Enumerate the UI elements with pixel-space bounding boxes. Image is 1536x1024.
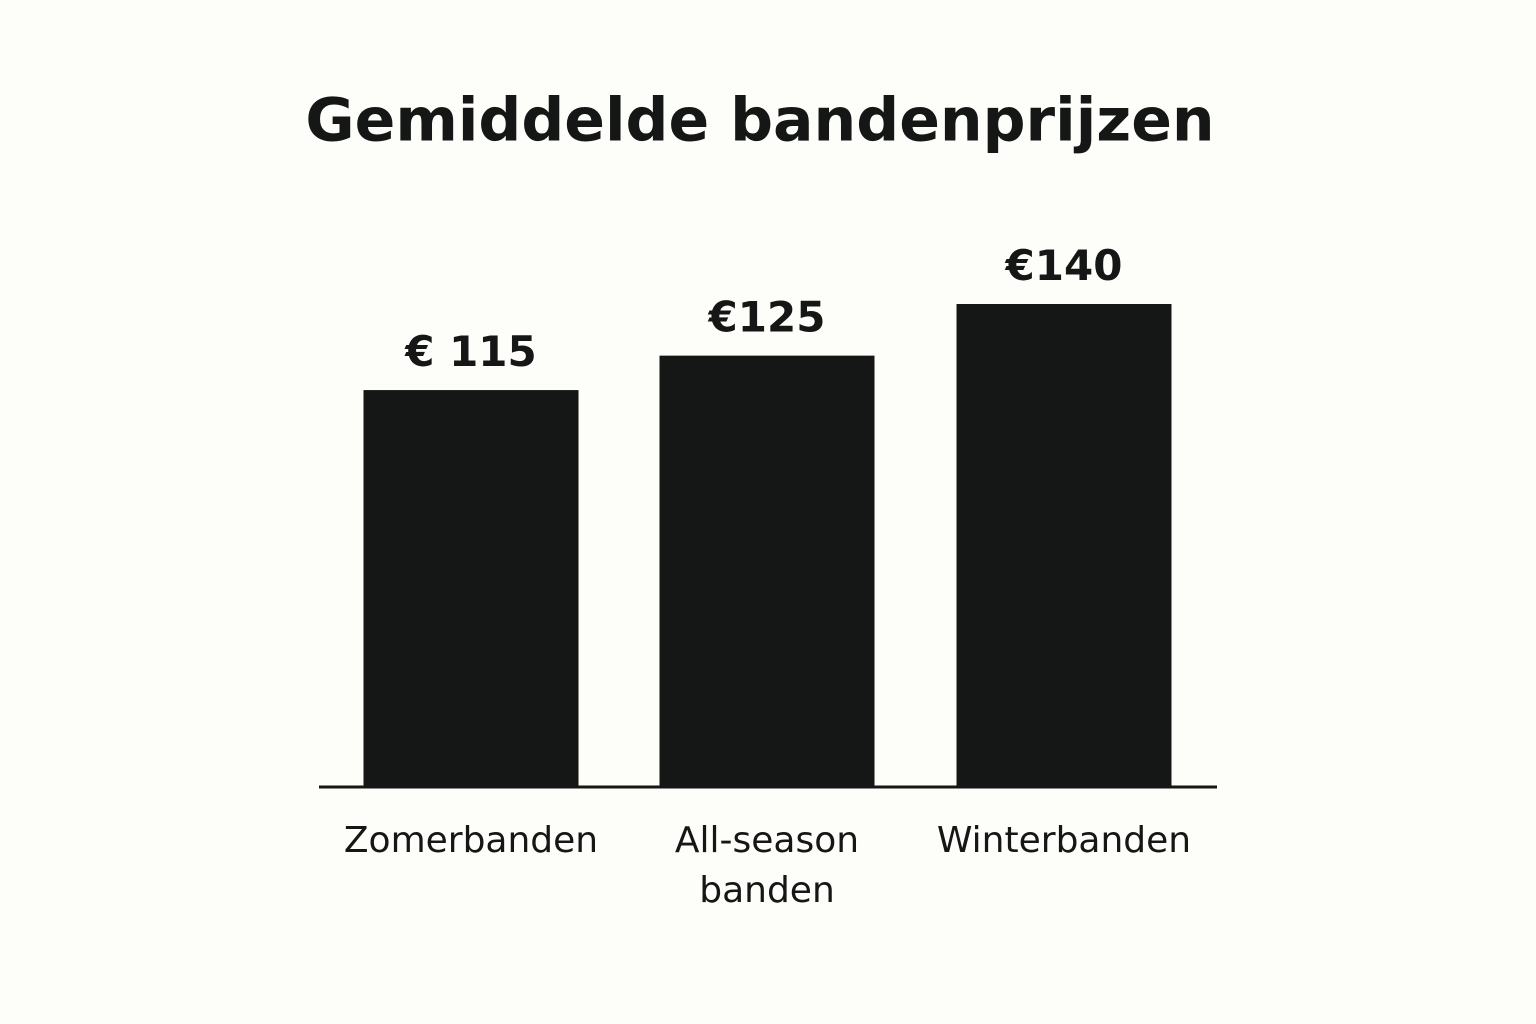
bar bbox=[363, 390, 579, 786]
x-tick-label: All-season banden bbox=[674, 820, 860, 911]
x-tick-label: Zomerbanden bbox=[343, 820, 599, 861]
value-label: € 115 bbox=[404, 327, 537, 376]
bar bbox=[659, 355, 875, 786]
chart-title: Gemiddelde bandenprijzen bbox=[305, 86, 1214, 156]
bar bbox=[956, 304, 1172, 786]
value-label: €125 bbox=[708, 293, 826, 342]
x-tick-label: Winterbanden bbox=[936, 820, 1192, 861]
value-label: €140 bbox=[1005, 241, 1123, 290]
